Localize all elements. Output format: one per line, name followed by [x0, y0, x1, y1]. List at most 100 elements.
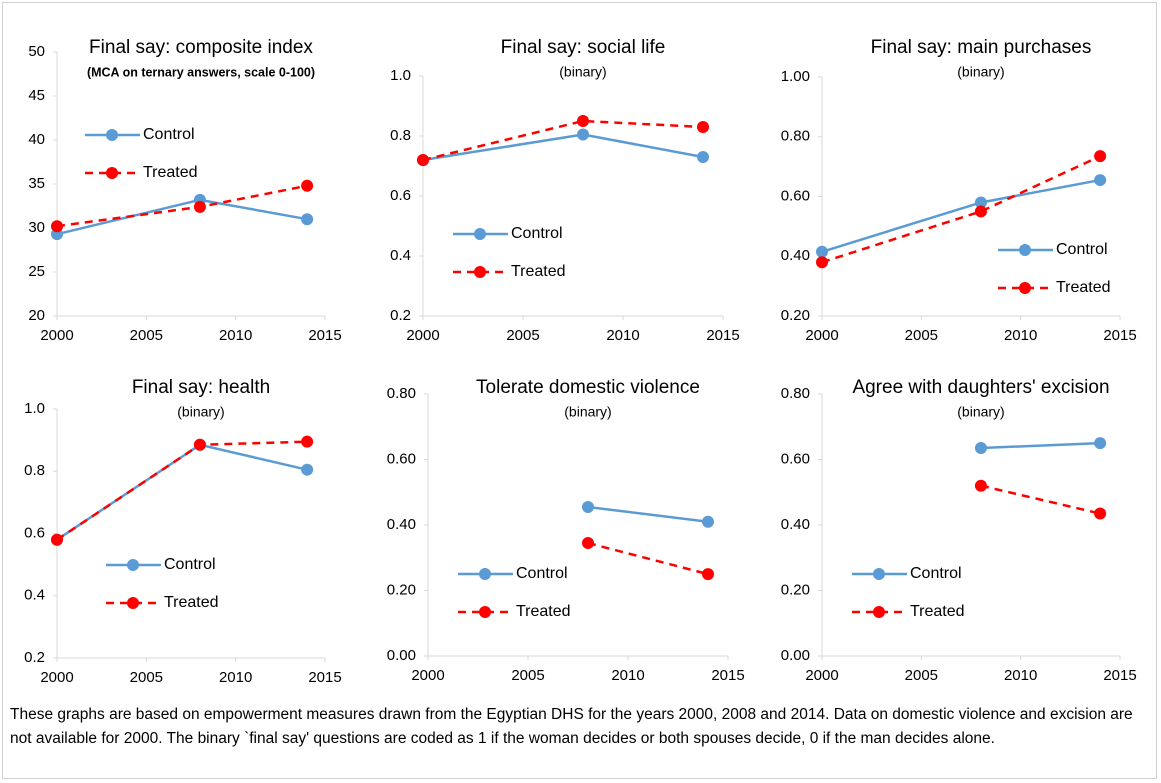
y-tick-label: 0.8 [390, 127, 411, 144]
x-tick-label: 2010 [219, 669, 252, 686]
y-tick-label: 1.0 [24, 400, 45, 417]
x-tick-label: 2010 [611, 667, 644, 684]
legend-label: Treated [910, 603, 965, 620]
y-tick-label: 0.20 [781, 307, 810, 324]
y-tick-label: 1.00 [781, 68, 810, 85]
series-line [422, 119, 704, 162]
legend-label: Control [516, 565, 568, 582]
y-tick-label: 0.2 [24, 649, 45, 666]
data-point [301, 179, 314, 192]
chart-title: Tolerate domestic violence [476, 377, 700, 398]
data-point [193, 200, 206, 213]
x-tick-label: 2015 [706, 327, 739, 344]
legend-marker [106, 167, 118, 179]
chart-title: Final say: main purchases [871, 37, 1092, 58]
data-point [582, 500, 594, 513]
data-point [577, 128, 589, 141]
chart-title: Agree with daughters' excision [852, 377, 1109, 398]
legend-marker [474, 228, 486, 240]
series-line [980, 441, 1101, 450]
x-tick-label: 2000 [406, 327, 439, 344]
y-tick-label: 0.00 [781, 647, 810, 664]
data-point [974, 479, 987, 492]
data-point [974, 196, 987, 209]
x-tick-label: 2000 [40, 669, 73, 686]
legend-marker [1019, 282, 1031, 294]
y-tick-label: 35 [28, 175, 45, 192]
y-tick-label: 0.80 [781, 128, 810, 145]
y-tick-label: 0.4 [24, 587, 45, 604]
data-point [417, 154, 429, 166]
x-tick-label: 2005 [905, 327, 938, 344]
y-tick-label: 0.6 [390, 187, 411, 204]
y-tick-label: 0.60 [781, 187, 810, 204]
y-tick-label: 50 [28, 43, 45, 60]
y-tick-label: 20 [28, 307, 45, 324]
y-tick-label: 0.8 [24, 462, 45, 479]
y-tick-label: 40 [28, 131, 45, 148]
y-tick-label: 0.2 [390, 307, 411, 324]
y-tick-label: 0.40 [781, 516, 810, 533]
x-tick-label: 2010 [606, 327, 639, 344]
legend-marker [127, 597, 139, 609]
legend-marker [1019, 244, 1031, 256]
x-tick-label: 2000 [805, 667, 838, 684]
y-tick-label: 0.80 [781, 385, 810, 402]
data-point [702, 515, 714, 528]
y-tick-label: 25 [28, 263, 45, 280]
x-tick-label: 2010 [1004, 667, 1037, 684]
data-point [193, 438, 206, 451]
legend-marker [479, 568, 491, 580]
data-point [301, 435, 314, 448]
series-line [587, 505, 709, 523]
data-point [702, 568, 714, 581]
x-tick-label: 2005 [130, 327, 163, 344]
data-point [697, 151, 709, 163]
x-tick-label: 2005 [511, 667, 544, 684]
chart-grid: Final say: composite index (MCA on ternar… [24, 37, 1137, 686]
x-tick-label: 2000 [411, 667, 444, 684]
legend-label: Treated [516, 603, 571, 620]
x-tick-label: 2010 [1004, 327, 1037, 344]
legend-label: Treated [511, 263, 566, 280]
legend-label: Treated [143, 164, 198, 181]
data-point [1094, 507, 1107, 520]
data-point [816, 245, 828, 258]
chart-title: Final say: composite index [89, 37, 313, 58]
data-point [697, 121, 709, 133]
series-line [56, 443, 308, 541]
chart-subtitle: (binary) [957, 64, 1004, 80]
data-point [51, 220, 63, 233]
chart-title: Final say: health [132, 377, 270, 398]
legend-marker [106, 129, 118, 141]
data-point [577, 115, 589, 127]
chart-subtitle: (MCA on ternary answers, scale 0-100) [87, 65, 315, 79]
legend-marker [479, 606, 491, 618]
x-tick-label: 2015 [1103, 667, 1136, 684]
data-point [301, 213, 314, 226]
y-tick-label: 0.40 [387, 516, 416, 533]
legend-label: Control [1056, 241, 1108, 258]
x-tick-label: 2015 [711, 667, 744, 684]
y-tick-label: 0.6 [24, 524, 45, 541]
y-tick-label: 0.20 [387, 581, 416, 598]
series-line [587, 541, 709, 576]
y-tick-label: 0.00 [387, 647, 416, 664]
y-tick-label: 45 [28, 87, 45, 104]
series-line [821, 155, 1101, 264]
legend-marker [873, 568, 885, 580]
y-tick-label: 0.20 [781, 581, 810, 598]
y-tick-label: 1.0 [390, 67, 411, 84]
legend-label: Treated [164, 594, 219, 611]
x-tick-label: 2000 [40, 327, 73, 344]
chart-subtitle: (binary) [177, 404, 224, 420]
x-tick-label: 2005 [130, 669, 163, 686]
x-tick-label: 2015 [308, 669, 341, 686]
x-tick-label: 2005 [506, 327, 539, 344]
x-tick-label: 2015 [1103, 327, 1136, 344]
caption: These graphs are based on empowerment me… [10, 706, 1133, 747]
data-point [974, 205, 987, 218]
x-tick-label: 2005 [905, 667, 938, 684]
data-point [301, 463, 314, 476]
